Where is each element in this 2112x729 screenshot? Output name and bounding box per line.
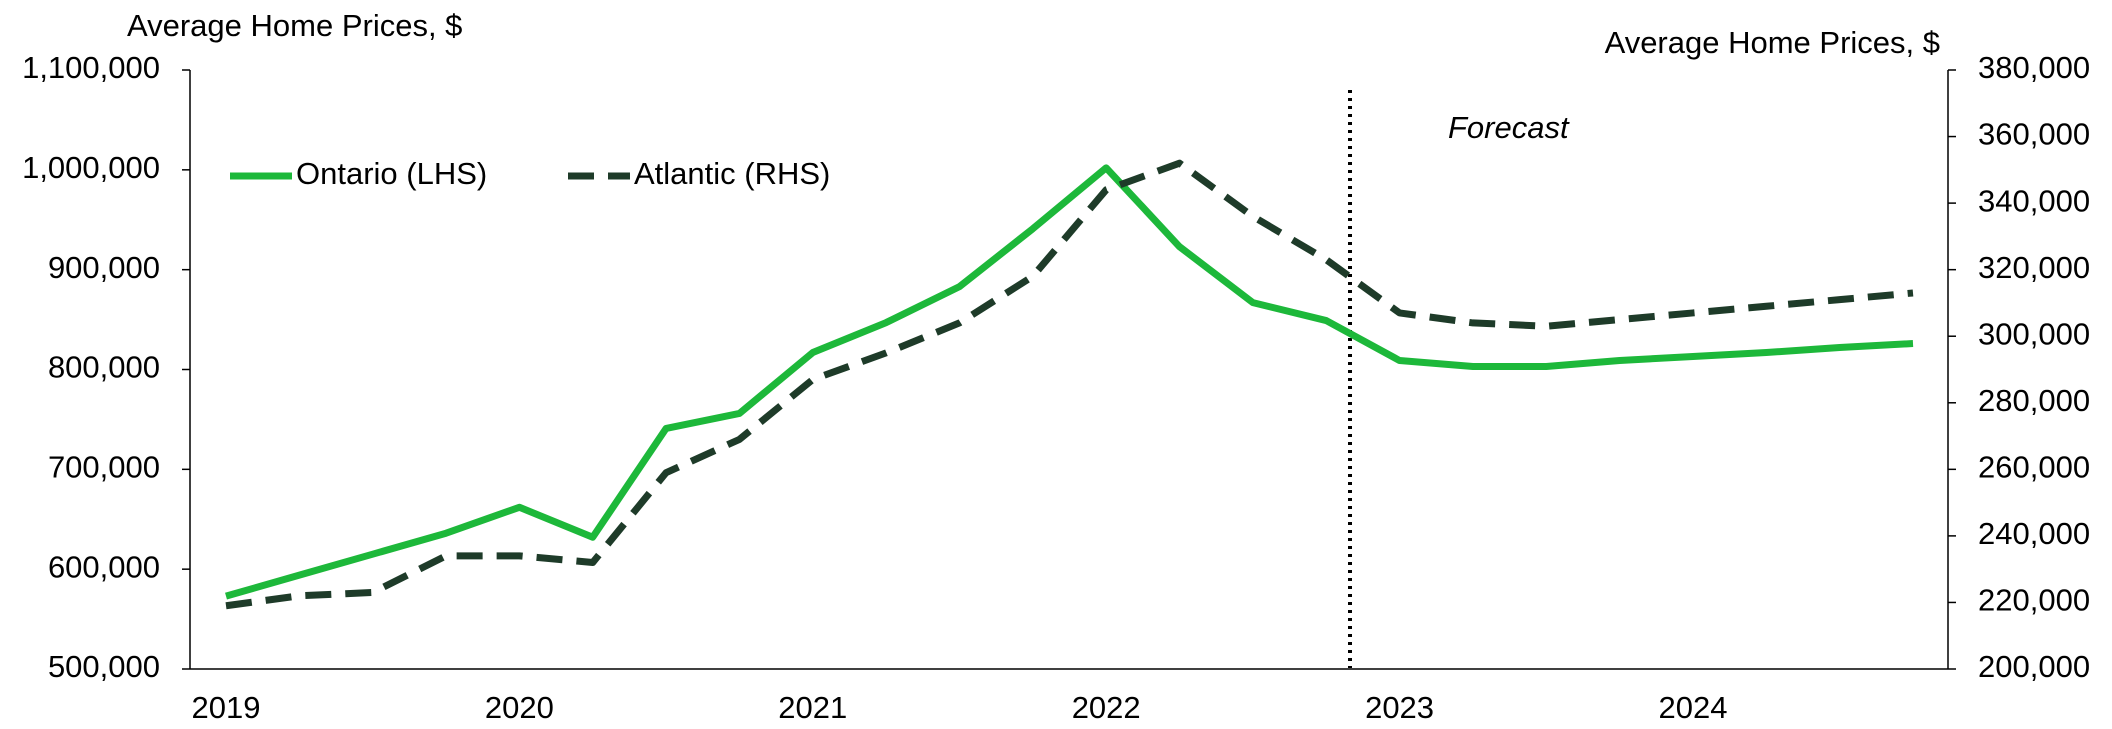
series-line	[225, 164, 1914, 600]
y2-tick-label: 340,000	[1978, 183, 2090, 218]
y-tick-label: 700,000	[48, 450, 160, 485]
y2-tick-label: 280,000	[1978, 383, 2090, 418]
y-tick-label: 800,000	[48, 350, 160, 385]
x-tick-label: 2021	[778, 690, 847, 725]
x-tick-label: 2020	[485, 690, 554, 725]
y2-tick-label: 380,000	[1978, 50, 2090, 85]
y2-tick-label: 200,000	[1978, 649, 2090, 684]
annotation: Forecast	[1448, 110, 1570, 145]
series-line	[225, 159, 1914, 610]
y-tick-label: 1,100,000	[22, 50, 160, 85]
y-tick-label: 1,000,000	[22, 150, 160, 185]
legend-label: Ontario (LHS)	[296, 156, 487, 191]
y2-tick-label: 240,000	[1978, 516, 2090, 551]
y-axis-label: Average Home Prices, $	[127, 8, 462, 43]
legend-label: Atlantic (RHS)	[634, 156, 830, 191]
y2-axis-label: Average Home Prices, $	[1605, 25, 1940, 60]
y2-tick-label: 220,000	[1978, 583, 2090, 618]
x-tick-label: 2024	[1658, 690, 1727, 725]
y-tick-label: 600,000	[48, 549, 160, 584]
y2-tick-label: 360,000	[1978, 117, 2090, 152]
y2-tick-label: 320,000	[1978, 250, 2090, 285]
y2-tick-label: 260,000	[1978, 450, 2090, 485]
y-tick-label: 900,000	[48, 250, 160, 285]
x-tick-label: 2019	[192, 690, 261, 725]
y-tick-label: 500,000	[48, 649, 160, 684]
x-tick-label: 2023	[1365, 690, 1434, 725]
y2-tick-label: 300,000	[1978, 316, 2090, 351]
x-tick-label: 2022	[1072, 690, 1141, 725]
